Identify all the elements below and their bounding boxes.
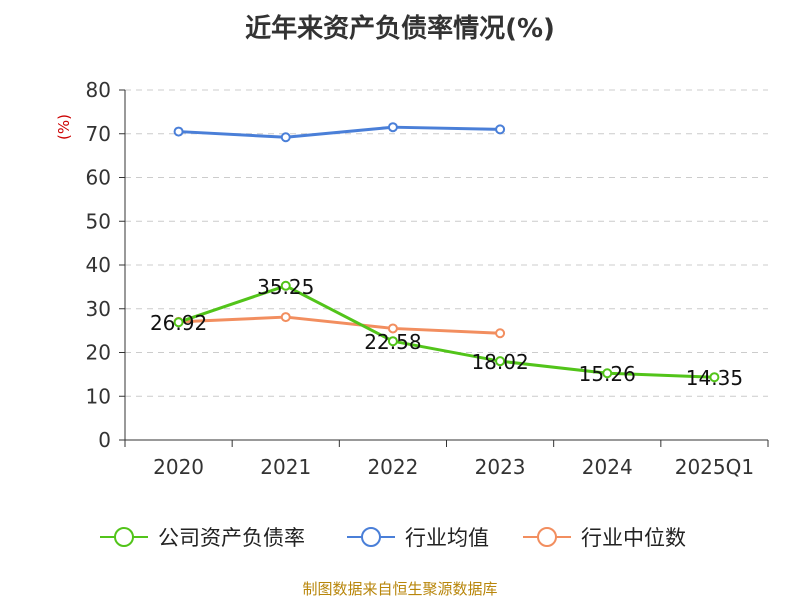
data-point: [280, 132, 291, 143]
data-label: 14.35: [686, 366, 743, 390]
legend-label: 公司资产负债率: [158, 526, 305, 550]
legend-label: 行业均值: [405, 526, 489, 550]
y-tick-label: 30: [86, 297, 111, 321]
data-point: [495, 328, 506, 339]
chart-title: 近年来资产负债率情况(%): [245, 14, 555, 44]
legend-marker: [114, 527, 134, 547]
data-point: [387, 323, 398, 334]
y-tick-label: 40: [86, 253, 111, 277]
y-tick-label: 50: [86, 209, 111, 233]
data-point: [173, 126, 184, 137]
data-point: [387, 336, 398, 347]
x-tick-label: 2023: [475, 455, 526, 479]
data-point: [709, 372, 720, 383]
series-line: [178, 284, 715, 379]
series-line: [178, 315, 501, 335]
data-label: 26.92: [150, 311, 207, 335]
data-label: 18.02: [471, 350, 528, 374]
y-axis-label: (%): [55, 114, 73, 140]
x-tick-label: 2024: [582, 455, 633, 479]
data-label: 22.58: [364, 330, 421, 354]
data-point: [387, 122, 398, 133]
data-point: [173, 317, 184, 328]
data-point: [495, 124, 506, 135]
data-point: [602, 368, 613, 379]
data-label: 35.25: [257, 275, 314, 299]
y-tick-label: 80: [86, 78, 111, 102]
x-tick-label: 2025Q1: [675, 455, 754, 479]
footer-source: 制图数据来自恒生聚源数据库: [302, 580, 498, 598]
y-tick-label: 10: [86, 384, 111, 408]
x-tick-label: 2021: [260, 455, 311, 479]
x-tick-label: 2020: [153, 455, 204, 479]
data-point: [280, 312, 291, 323]
y-tick-label: 60: [86, 166, 111, 190]
series-line: [178, 125, 501, 139]
legend-marker: [537, 527, 557, 547]
y-tick-label: 70: [86, 122, 111, 146]
data-point: [280, 280, 291, 291]
data-label: 15.26: [579, 362, 636, 386]
data-point: [495, 356, 506, 367]
legend-marker: [361, 527, 381, 547]
y-tick-label: 0: [98, 428, 111, 452]
y-tick-label: 20: [86, 341, 111, 365]
x-tick-label: 2022: [367, 455, 418, 479]
legend-label: 行业中位数: [581, 526, 686, 550]
